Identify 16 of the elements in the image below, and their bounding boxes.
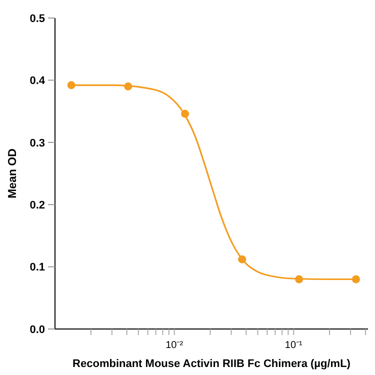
point (67, 81, 76, 90)
y-tick-label: 0.3 (30, 137, 45, 150)
point (238, 255, 246, 264)
x-axis-title: Recombinant Mouse Activin RIIB Fc Chimera (µg/mL) (72, 358, 351, 370)
y-tick-label: 0.2 (30, 199, 45, 212)
y-tick-label: 0.5 (30, 12, 45, 25)
point (295, 275, 304, 284)
x-tick-label: 10⁻¹ (284, 340, 304, 351)
y-tick-label: 0.0 (30, 324, 45, 336)
y-tick-label: 0.4 (30, 75, 46, 88)
point (181, 110, 190, 118)
point (124, 82, 132, 90)
y-axis-title: Mean OD (7, 148, 19, 198)
y-tick-label: 0.1 (30, 262, 45, 274)
point (352, 275, 360, 284)
x-tick-label: 10⁻² (166, 340, 184, 351)
